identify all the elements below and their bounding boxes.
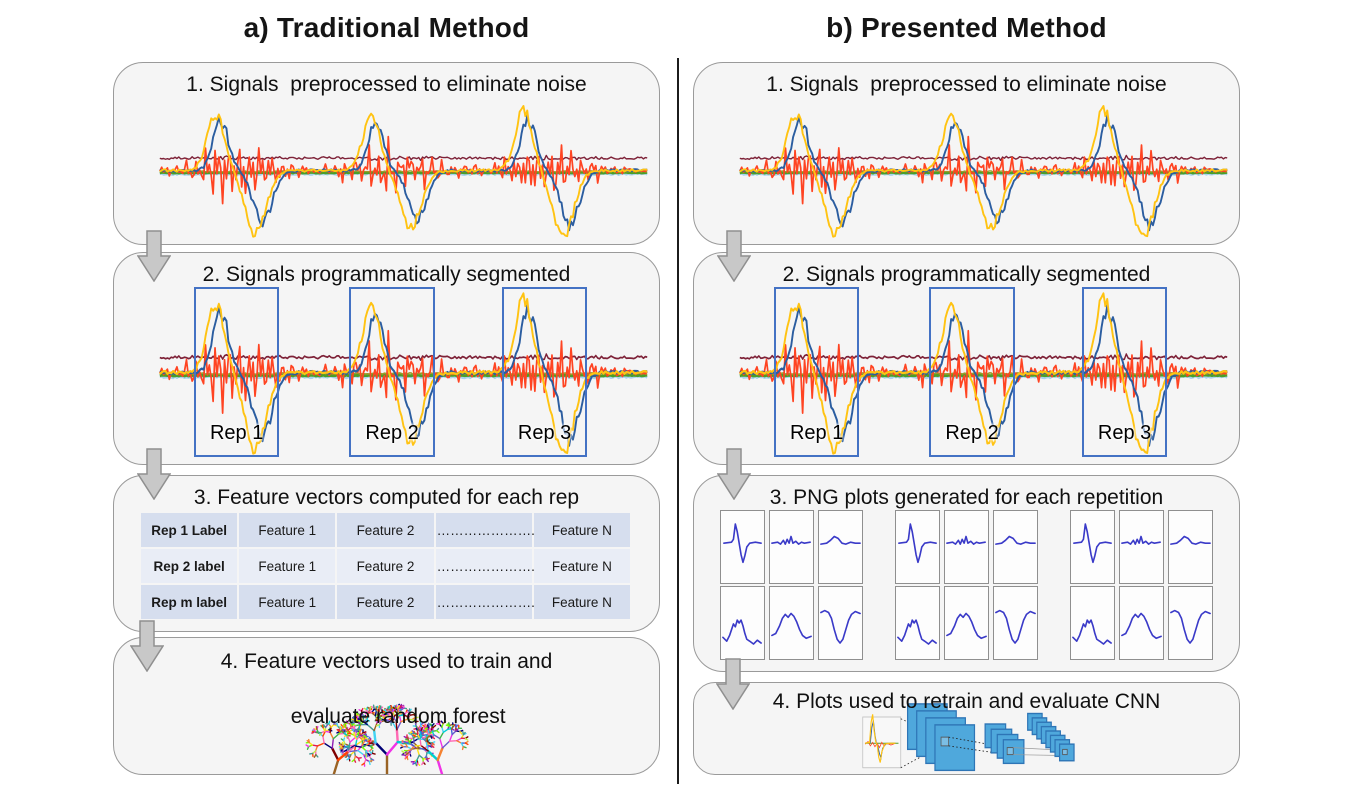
rep3-png-grid xyxy=(1070,510,1213,660)
table-cell: Feature 1 xyxy=(239,585,336,619)
rep3-segment-box: Rep 3 xyxy=(1081,286,1168,457)
table-cell: …………………. xyxy=(435,513,535,547)
signal-panel xyxy=(769,510,814,584)
step-title: 2. Signals programmatically segmented xyxy=(202,263,571,286)
signal-panel xyxy=(1119,510,1164,584)
down-arrow xyxy=(130,620,164,672)
table-cell: Rep 1 Label xyxy=(141,513,238,547)
column-divider-line xyxy=(677,58,679,784)
table-cell: Feature 2 xyxy=(337,513,434,547)
rep2-segment-box: Rep 2 xyxy=(349,286,435,457)
signal-panel xyxy=(818,510,863,584)
signal-panel xyxy=(944,586,989,660)
signal-plot-area xyxy=(736,99,1231,242)
traditional-step4-box: 4. Feature vectors used to train and eva… xyxy=(113,637,660,775)
table-row: Rep 1 Label Feature 1 Feature 2 ………………….… xyxy=(141,513,630,547)
feature-vector-table: Rep 1 Label Feature 1 Feature 2 ………………….… xyxy=(139,511,632,621)
signal-panel xyxy=(769,586,814,660)
rep1-png-grid xyxy=(720,510,863,660)
step-title: 2. Signals programmatically segmented xyxy=(782,263,1151,286)
signal-panel xyxy=(720,510,765,584)
rep1-segment-box: Rep 1 xyxy=(193,286,280,457)
step-title-line2: evaluate random forest xyxy=(290,704,506,728)
down-arrow xyxy=(717,448,751,500)
segmented-signals-plot xyxy=(739,292,1228,455)
presented-step3-box: 3. PNG plots generated for each repetiti… xyxy=(693,475,1240,672)
rep1-label: Rep 1 xyxy=(209,421,264,444)
signal-panel xyxy=(1168,586,1213,660)
traditional-step1-box: 1. Signals preprocessed to eliminate noi… xyxy=(113,62,660,245)
table-cell: Feature 1 xyxy=(239,513,336,547)
rep1-label: Rep 1 xyxy=(789,421,844,444)
signal-plot-area xyxy=(156,99,651,242)
preprocessed-signals-plot xyxy=(159,105,648,238)
traditional-step2-box: 2. Signals programmatically segmented Re… xyxy=(113,252,660,465)
step-title: 1. Signals preprocessed to eliminate noi… xyxy=(766,73,1167,96)
signal-panel xyxy=(1070,586,1115,660)
conv-layer-3-stack xyxy=(1027,712,1075,762)
cnn-architecture-diagram xyxy=(862,703,1075,772)
signal-panel xyxy=(895,510,940,584)
signal-panel xyxy=(1070,510,1115,584)
signal-panel xyxy=(1168,510,1213,584)
presented-step2-box: 2. Signals programmatically segmented Re… xyxy=(693,252,1240,465)
signal-panel xyxy=(944,510,989,584)
down-arrow xyxy=(137,448,171,500)
segmented-signals-plot xyxy=(159,292,648,455)
signal-panel xyxy=(895,586,940,660)
table-row: Rep 2 label Feature 1 Feature 2 ………………….… xyxy=(141,549,630,583)
down-arrow xyxy=(716,658,750,710)
presented-step4-box: 4. Plots used to retrain and evaluate CN… xyxy=(693,682,1240,775)
table-cell: …………………. xyxy=(435,585,535,619)
png-plot-groups xyxy=(702,510,1231,660)
rep2-png-grid xyxy=(895,510,1038,660)
signal-panel xyxy=(993,510,1038,584)
rep2-segment-box: Rep 2 xyxy=(929,286,1015,457)
step-title: 3. Feature vectors computed for each rep xyxy=(193,486,580,509)
rep3-label: Rep 3 xyxy=(517,421,572,444)
rep3-label: Rep 3 xyxy=(1097,421,1152,444)
step-title-line1: 4. Feature vectors used to train and xyxy=(220,650,553,673)
preprocessed-signals-plot xyxy=(739,105,1228,238)
table-cell: Rep m label xyxy=(141,585,238,619)
signal-panel xyxy=(720,586,765,660)
step-title: 4. Feature vectors used to train and eva… xyxy=(114,638,659,730)
step-title: 3. PNG plots generated for each repetiti… xyxy=(769,486,1164,509)
random-forest-tree-image xyxy=(304,703,469,774)
down-arrow xyxy=(137,230,171,282)
segmented-plot-area: Rep 1 Rep 2 Rep 3 xyxy=(156,285,651,460)
step-title: 4. Plots used to retrain and evaluate CN… xyxy=(772,690,1161,713)
table-cell: Feature 1 xyxy=(239,549,336,583)
segmented-plot-area: Rep 1 Rep 2 Rep 3 xyxy=(736,285,1231,460)
presented-step1-box: 1. Signals preprocessed to eliminate noi… xyxy=(693,62,1240,245)
down-arrow xyxy=(717,230,751,282)
table-cell: Feature 2 xyxy=(337,585,434,619)
signal-panel xyxy=(1119,586,1164,660)
traditional-step3-box: 3. Feature vectors computed for each rep… xyxy=(113,475,660,632)
table-cell: Rep 2 label xyxy=(141,549,238,583)
cnn-input-plot-thumbnail xyxy=(862,714,902,769)
signal-panel xyxy=(818,586,863,660)
rep2-label: Rep 2 xyxy=(945,421,999,444)
table-cell: Feature N xyxy=(533,585,630,619)
step-title: 1. Signals preprocessed to eliminate noi… xyxy=(186,73,587,96)
table-cell: Feature N xyxy=(533,549,630,583)
rep1-segment-box: Rep 1 xyxy=(773,286,860,457)
rep2-label: Rep 2 xyxy=(365,421,419,444)
conv-layer-2-stack xyxy=(984,723,1025,765)
table-cell: Feature N xyxy=(533,513,630,547)
table-cell: …………………. xyxy=(435,549,535,583)
table-row: Rep m label Feature 1 Feature 2 ………………….… xyxy=(141,585,630,619)
presented-method-title: b) Presented Method xyxy=(826,12,1107,43)
table-cell: Feature 2 xyxy=(337,549,434,583)
traditional-method-title: a) Traditional Method xyxy=(243,12,530,43)
rep3-segment-box: Rep 3 xyxy=(501,286,588,457)
conv-layer-1-stack xyxy=(906,703,976,772)
signal-panel xyxy=(993,586,1038,660)
